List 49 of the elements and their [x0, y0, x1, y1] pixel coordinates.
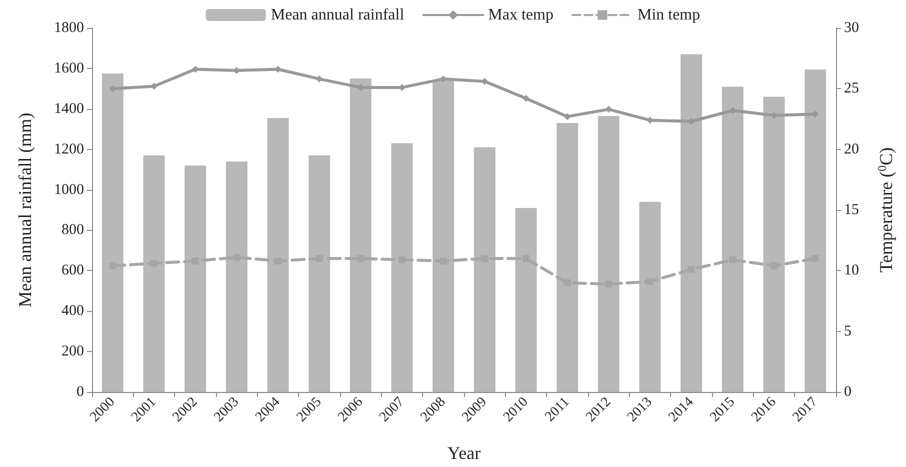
point — [274, 66, 282, 73]
y-tick-label: 400 — [62, 303, 84, 320]
y-tick-label: 1000 — [54, 182, 84, 198]
bar — [722, 86, 744, 392]
y-tick-label: 1200 — [54, 141, 84, 158]
point — [564, 113, 571, 120]
y2-tick-label: 0 — [844, 384, 852, 400]
point — [316, 75, 323, 82]
bar — [226, 161, 248, 392]
bar — [763, 96, 785, 392]
y-tick-label: 1600 — [54, 60, 84, 76]
x-axis-title: Year — [447, 443, 481, 463]
point — [605, 106, 612, 113]
bar — [308, 155, 330, 392]
bar — [350, 78, 372, 392]
y-tick-label: 0 — [76, 384, 84, 400]
y2-tick-label: 15 — [844, 202, 859, 218]
y-tick-label: 1800 — [54, 20, 84, 36]
legend-label: Mean annual rainfall — [270, 6, 405, 24]
x-tick-label: 2011 — [542, 394, 573, 425]
y2-tick-label: 5 — [844, 323, 852, 340]
y2-tick-label: 10 — [844, 262, 859, 279]
bar — [184, 166, 206, 392]
y2-tick-label: 20 — [844, 141, 859, 158]
bar — [556, 123, 578, 392]
y-tick-label: 200 — [62, 344, 84, 360]
bar — [680, 54, 702, 392]
legend-label: Max temp — [488, 6, 554, 24]
y-tick-label: 1400 — [54, 100, 84, 117]
y2-axis-title: Temperature (0C) — [875, 147, 896, 273]
bar — [391, 143, 413, 392]
y-tick-label: 800 — [62, 222, 84, 238]
bar — [804, 69, 826, 392]
point — [150, 82, 158, 90]
bar — [598, 116, 620, 392]
y-axis-title: Mean annual rainfall (mm) — [15, 112, 35, 308]
bar — [143, 155, 165, 392]
bar — [474, 147, 496, 392]
legend-label: Min temp — [637, 6, 700, 24]
y2-tick-label: 25 — [844, 80, 859, 97]
bar — [515, 208, 537, 392]
point — [646, 116, 654, 124]
point — [522, 94, 530, 102]
bar — [432, 80, 454, 392]
y-tick-label: 600 — [62, 262, 84, 279]
y2-tick-label: 30 — [844, 20, 859, 36]
bar — [267, 118, 289, 392]
bar — [102, 74, 124, 392]
bar — [639, 202, 661, 392]
